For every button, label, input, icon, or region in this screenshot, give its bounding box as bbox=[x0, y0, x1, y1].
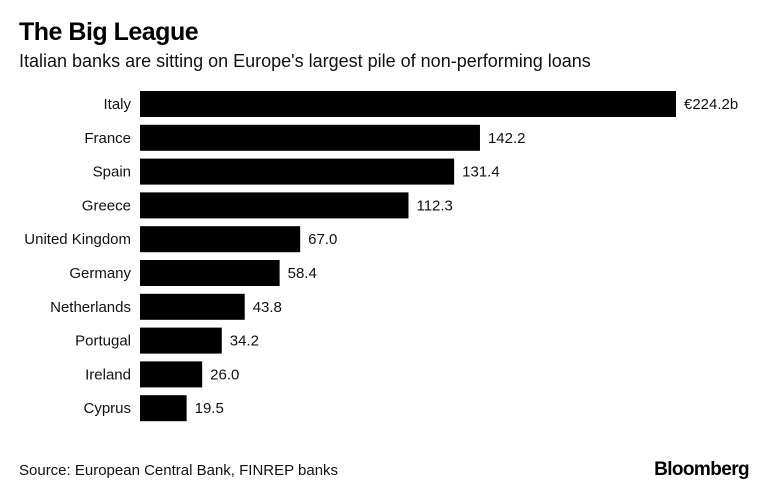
value-label: €224.2b bbox=[684, 96, 738, 113]
category-label: Netherlands bbox=[50, 299, 131, 316]
category-label: Germany bbox=[69, 265, 131, 282]
bar-france bbox=[140, 124, 480, 151]
category-label: Italy bbox=[103, 96, 131, 113]
bar-cyprus bbox=[140, 395, 187, 422]
category-label: Ireland bbox=[85, 366, 131, 383]
source-note: Source: European Central Bank, FINREP ba… bbox=[19, 462, 339, 479]
category-label: Spain bbox=[93, 164, 131, 181]
value-label: 43.8 bbox=[253, 299, 282, 316]
value-label: 142.2 bbox=[488, 130, 526, 147]
chart-subtitle: Italian banks are sitting on Europe's la… bbox=[19, 51, 591, 71]
bar-germany bbox=[140, 260, 280, 286]
category-label: Cyprus bbox=[83, 400, 131, 417]
category-label: France bbox=[84, 130, 131, 147]
bar-italy bbox=[140, 91, 676, 117]
bar-spain bbox=[140, 158, 455, 185]
category-label: Greece bbox=[82, 197, 131, 214]
category-label: Portugal bbox=[75, 333, 131, 350]
bloomberg-logo: Bloomberg bbox=[654, 459, 749, 480]
bar-greece bbox=[140, 192, 409, 219]
value-label: 34.2 bbox=[230, 333, 259, 350]
bar-united-kingdom bbox=[140, 226, 301, 253]
value-label: 112.3 bbox=[416, 197, 452, 214]
value-label: 19.5 bbox=[195, 400, 224, 417]
bar-portugal bbox=[140, 327, 222, 354]
value-label: 58.4 bbox=[288, 265, 317, 282]
bar-ireland bbox=[140, 361, 203, 388]
value-label: 67.0 bbox=[308, 231, 337, 248]
chart-title: The Big League bbox=[19, 18, 199, 46]
category-label: United Kingdom bbox=[24, 231, 131, 248]
value-label: 26.0 bbox=[210, 366, 239, 383]
bars-group: Italy €224.2b France 142.2 Spain 131.4 Greece 1… bbox=[24, 91, 738, 422]
bar-netherlands bbox=[140, 293, 245, 320]
value-label: 131.4 bbox=[462, 164, 500, 181]
